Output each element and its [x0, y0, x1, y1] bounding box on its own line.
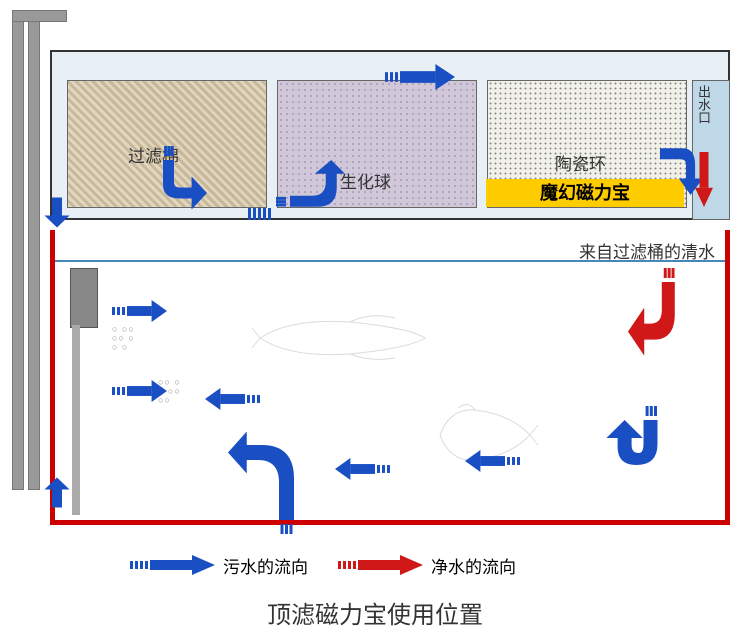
legend-dirty: 污水的流向: [130, 551, 308, 579]
red-arrow-1: [628, 282, 693, 362]
blue-arrow-8: [465, 450, 520, 472]
caption: 顶滤磁力宝使用位置: [0, 595, 750, 630]
label-bio-balls: 生化球: [340, 168, 391, 193]
legend-clean: 净水的流向: [338, 551, 516, 579]
external-pipe-2: [28, 10, 40, 490]
external-pipe-1: [12, 10, 24, 490]
red-arrow-icon: [338, 551, 423, 579]
blue-arrow-1: [152, 160, 207, 215]
blue-arrow-9: [605, 420, 675, 480]
outlet-label: 出水口: [694, 85, 713, 124]
legend: 污水的流向 净水的流向: [130, 545, 630, 585]
fish-tank: [50, 230, 730, 525]
external-pipe-top: [12, 10, 67, 22]
bubbles-1: ○ ○○○○ ○○ ○: [112, 325, 135, 352]
blue-arrow-6: [205, 388, 260, 410]
filter-diagram: 过滤棉 生化球 陶瓷环 魔幻磁力宝 出水口 来自过滤桶的清水 ○ ○○○○ ○○…: [50, 50, 730, 525]
blue-arrow-icon: [130, 551, 215, 579]
blue-arrow-2: [290, 160, 345, 215]
highlight-magic-box: 魔幻磁力宝: [486, 179, 684, 207]
blue-arrow-13: [248, 208, 276, 220]
blue-arrow-10: [228, 445, 303, 520]
blue-arrow-11: [42, 200, 72, 225]
tank-label: 来自过滤桶的清水: [579, 238, 715, 263]
red-arrow-0: [695, 152, 713, 207]
legend-clean-label: 净水的流向: [431, 553, 516, 578]
label-ceramic-rings: 陶瓷环: [555, 150, 606, 175]
blue-arrow-0: [385, 64, 455, 90]
blue-arrow-7: [335, 458, 390, 480]
blue-arrow-4: [112, 300, 167, 322]
fish-arowana: [250, 310, 430, 365]
blue-arrow-5: [112, 380, 167, 402]
pump: [70, 268, 98, 328]
legend-dirty-label: 污水的流向: [223, 553, 308, 578]
blue-arrow-12: [42, 480, 72, 505]
pump-tube: [72, 325, 80, 515]
